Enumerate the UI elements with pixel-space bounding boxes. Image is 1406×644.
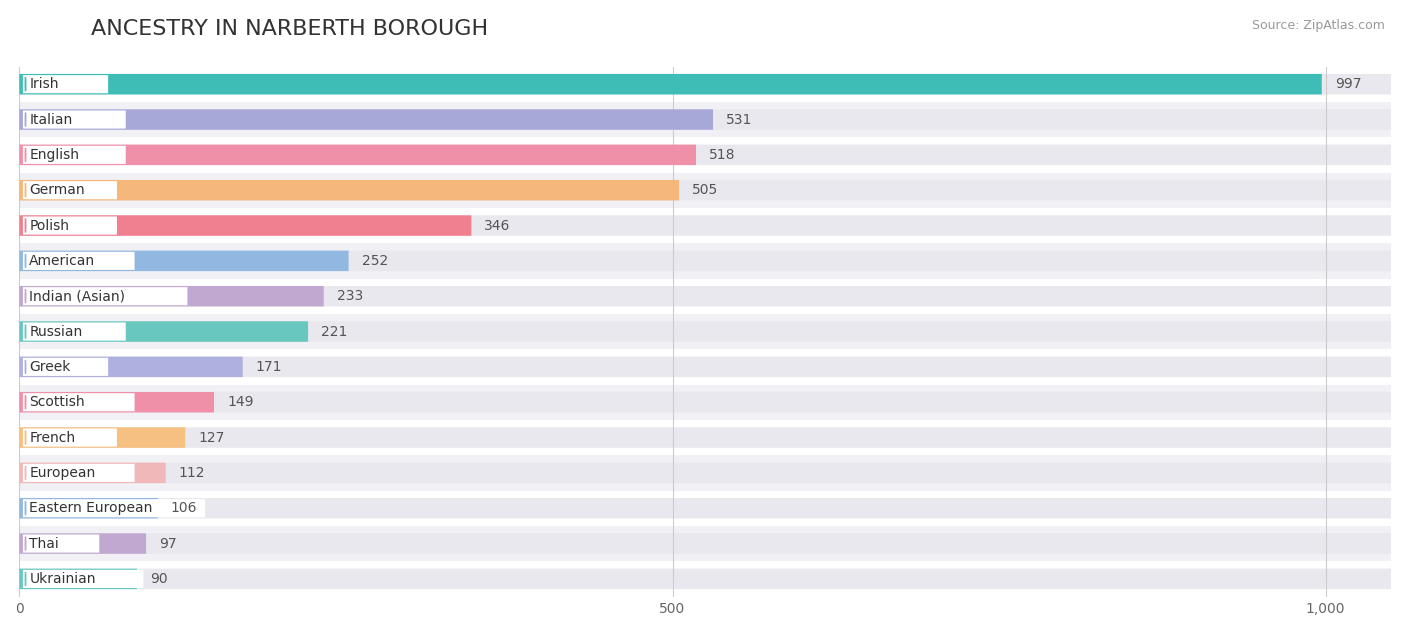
Text: Eastern European: Eastern European (30, 501, 153, 515)
Bar (20, 349, 1391, 384)
Text: French: French (30, 431, 76, 444)
Text: 997: 997 (1334, 77, 1361, 91)
FancyBboxPatch shape (20, 428, 1391, 448)
FancyBboxPatch shape (20, 533, 146, 554)
FancyBboxPatch shape (22, 358, 108, 376)
Text: 149: 149 (228, 395, 253, 409)
FancyBboxPatch shape (20, 215, 1391, 236)
FancyBboxPatch shape (22, 464, 135, 482)
Text: Thai: Thai (30, 536, 59, 551)
Text: 221: 221 (321, 325, 347, 339)
Bar (20, 173, 1391, 208)
FancyBboxPatch shape (20, 251, 1391, 271)
Text: Irish: Irish (30, 77, 59, 91)
Bar (20, 137, 1391, 173)
FancyBboxPatch shape (20, 498, 1391, 518)
FancyBboxPatch shape (20, 357, 243, 377)
FancyBboxPatch shape (20, 392, 214, 412)
Text: American: American (30, 254, 96, 268)
FancyBboxPatch shape (20, 462, 166, 483)
FancyBboxPatch shape (20, 180, 679, 200)
Text: Russian: Russian (30, 325, 83, 339)
FancyBboxPatch shape (22, 499, 205, 517)
FancyBboxPatch shape (20, 74, 1322, 95)
FancyBboxPatch shape (20, 321, 308, 342)
FancyBboxPatch shape (22, 393, 135, 412)
FancyBboxPatch shape (20, 215, 471, 236)
Text: Source: ZipAtlas.com: Source: ZipAtlas.com (1251, 19, 1385, 32)
FancyBboxPatch shape (20, 74, 1391, 95)
FancyBboxPatch shape (20, 428, 186, 448)
Bar (20, 66, 1391, 102)
FancyBboxPatch shape (20, 569, 1391, 589)
FancyBboxPatch shape (22, 181, 117, 199)
Bar (20, 420, 1391, 455)
FancyBboxPatch shape (22, 252, 135, 270)
Text: German: German (30, 183, 84, 197)
FancyBboxPatch shape (20, 321, 1391, 342)
FancyBboxPatch shape (22, 146, 125, 164)
Text: English: English (30, 148, 79, 162)
FancyBboxPatch shape (20, 533, 1391, 554)
FancyBboxPatch shape (22, 216, 117, 234)
FancyBboxPatch shape (20, 145, 1391, 165)
Text: 518: 518 (709, 148, 735, 162)
FancyBboxPatch shape (22, 75, 108, 93)
Text: 531: 531 (725, 113, 752, 126)
Bar (20, 526, 1391, 561)
Text: 90: 90 (150, 572, 167, 586)
Text: European: European (30, 466, 96, 480)
Text: 505: 505 (692, 183, 718, 197)
FancyBboxPatch shape (20, 180, 1391, 200)
FancyBboxPatch shape (20, 357, 1391, 377)
Bar (20, 455, 1391, 491)
Text: 346: 346 (485, 218, 510, 232)
Bar (20, 102, 1391, 137)
Text: 252: 252 (361, 254, 388, 268)
Bar (20, 279, 1391, 314)
Text: ANCESTRY IN NARBERTH BOROUGH: ANCESTRY IN NARBERTH BOROUGH (91, 19, 488, 39)
Text: 171: 171 (256, 360, 283, 374)
FancyBboxPatch shape (20, 462, 1391, 483)
FancyBboxPatch shape (22, 111, 125, 129)
Text: Polish: Polish (30, 218, 69, 232)
Text: Scottish: Scottish (30, 395, 84, 409)
Text: 127: 127 (198, 431, 225, 444)
Text: Greek: Greek (30, 360, 70, 374)
FancyBboxPatch shape (20, 251, 349, 271)
FancyBboxPatch shape (22, 428, 117, 446)
FancyBboxPatch shape (20, 109, 1391, 130)
FancyBboxPatch shape (22, 535, 100, 553)
FancyBboxPatch shape (20, 392, 1391, 412)
Bar (20, 561, 1391, 596)
Bar (20, 491, 1391, 526)
Text: Italian: Italian (30, 113, 73, 126)
Text: Ukrainian: Ukrainian (30, 572, 96, 586)
Bar (20, 384, 1391, 420)
Text: Indian (Asian): Indian (Asian) (30, 289, 125, 303)
Text: 112: 112 (179, 466, 205, 480)
Bar (20, 314, 1391, 349)
Text: 233: 233 (337, 289, 363, 303)
FancyBboxPatch shape (20, 109, 713, 130)
FancyBboxPatch shape (20, 145, 696, 165)
Text: 106: 106 (172, 501, 197, 515)
FancyBboxPatch shape (22, 287, 187, 305)
Bar (20, 243, 1391, 279)
FancyBboxPatch shape (20, 569, 136, 589)
FancyBboxPatch shape (22, 570, 143, 588)
FancyBboxPatch shape (20, 286, 1391, 307)
FancyBboxPatch shape (20, 286, 323, 307)
FancyBboxPatch shape (22, 323, 125, 341)
Bar (20, 208, 1391, 243)
Text: 97: 97 (159, 536, 177, 551)
FancyBboxPatch shape (20, 498, 157, 518)
